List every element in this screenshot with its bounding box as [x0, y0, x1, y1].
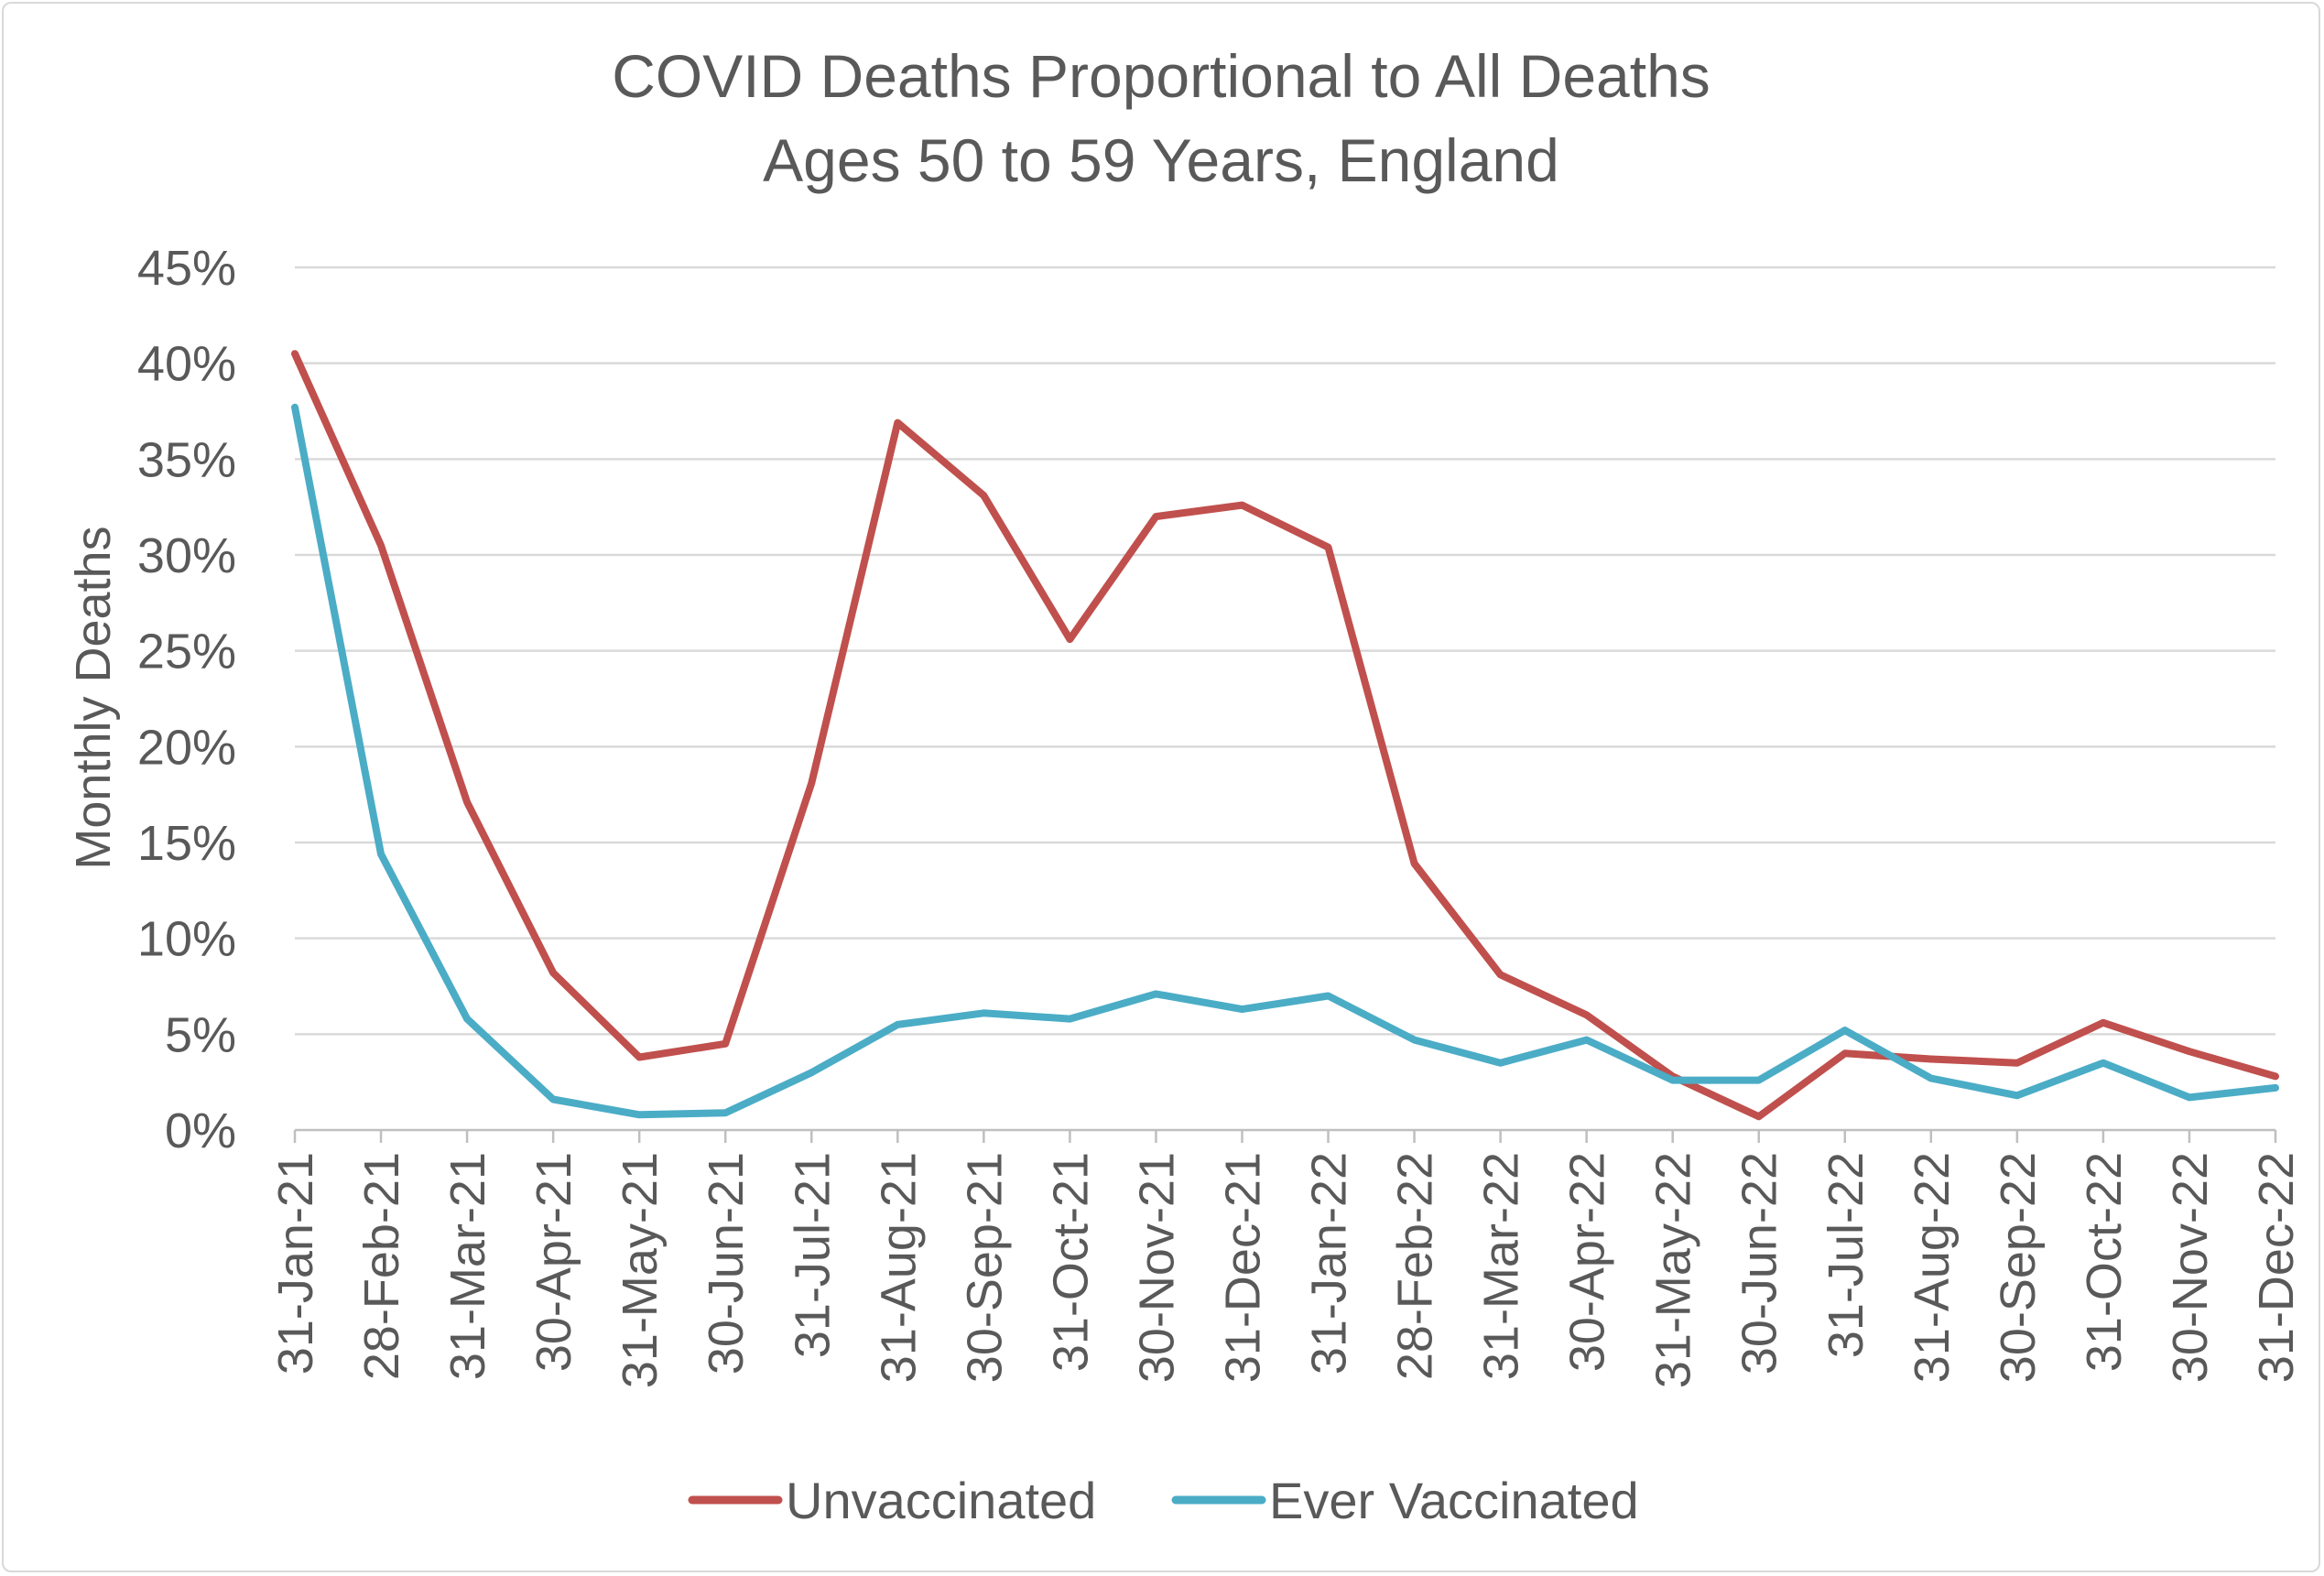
y-axis-title: Monthly Deaths	[66, 526, 121, 869]
y-tick-label: 5%	[165, 1007, 236, 1062]
y-tick-label: 0%	[165, 1103, 236, 1158]
x-tick-label: 31-May-22	[1646, 1152, 1701, 1388]
x-tick-label: 31-Mar-22	[1474, 1152, 1529, 1380]
x-tick-label: 30-Sep-21	[957, 1152, 1012, 1383]
x-tick-label: 31-Jan-21	[268, 1152, 323, 1375]
x-tick-label: 30-Sep-22	[1991, 1152, 2046, 1383]
x-tick-label: 31-Dec-21	[1215, 1152, 1270, 1383]
chart-title: COVID Deaths Proportional to All Deaths	[612, 42, 1710, 110]
x-tick-label: 30-Apr-22	[1560, 1152, 1615, 1372]
x-tick-label: 30-Jun-22	[1732, 1152, 1787, 1375]
x-tick-label: 31-Aug-21	[871, 1152, 926, 1383]
x-tick-label: 31-May-21	[613, 1152, 668, 1388]
series-lines	[291, 350, 2279, 1121]
x-tick-label: 31-Oct-21	[1043, 1152, 1098, 1372]
x-tick-label: 31-Jul-21	[785, 1152, 840, 1358]
x-tick-label: 31-Oct-22	[2077, 1152, 2132, 1372]
x-tick-label: 31-Jan-22	[1302, 1152, 1357, 1375]
y-tick-label: 10%	[137, 912, 236, 967]
x-tick-label: 31-Jul-22	[1819, 1152, 1873, 1358]
x-tick-label: 30-Nov-22	[2163, 1152, 2218, 1383]
x-tick-label: 31-Mar-21	[440, 1152, 495, 1380]
x-tick-label: 30-Jun-21	[699, 1152, 754, 1375]
y-tick-label: 35%	[137, 432, 236, 487]
legend: Unvaccinated Ever Vaccinated	[688, 1472, 1639, 1529]
series-line-unvaccinated	[291, 350, 2279, 1121]
x-tick-label: 28-Feb-22	[1388, 1152, 1443, 1380]
y-tick-label: 20%	[137, 720, 236, 775]
chart-subtitle: Ages 50 to 59 Years, England	[763, 126, 1559, 194]
y-tick-label: 45%	[137, 241, 236, 296]
legend-label-ever-vaccinated: Ever Vaccinated	[1269, 1472, 1639, 1529]
gridlines	[295, 266, 2275, 1036]
y-tick-label: 25%	[137, 625, 236, 679]
y-tick-label: 15%	[137, 816, 236, 871]
y-tick-label: 30%	[137, 528, 236, 583]
x-axis: 31-Jan-21 28-Feb-21 31-Mar-21 30-Apr-21 31-M…	[268, 1128, 2304, 1388]
y-tick-labels: 0% 5% 10% 15% 20% 25% 30% 35% 40% 45%	[137, 241, 236, 1158]
x-tick-label: 30-Apr-21	[527, 1152, 581, 1372]
x-tick-label: 30-Nov-21	[1129, 1152, 1184, 1383]
x-tick-label: 31-Dec-22	[2249, 1152, 2304, 1383]
series-line-ever-vaccinated	[291, 403, 2279, 1119]
legend-label-unvaccinated: Unvaccinated	[786, 1472, 1096, 1529]
y-tick-label: 40%	[137, 337, 236, 392]
x-tick-label: 28-Feb-21	[354, 1152, 409, 1380]
x-tick-label: 31-Aug-22	[1905, 1152, 1960, 1383]
